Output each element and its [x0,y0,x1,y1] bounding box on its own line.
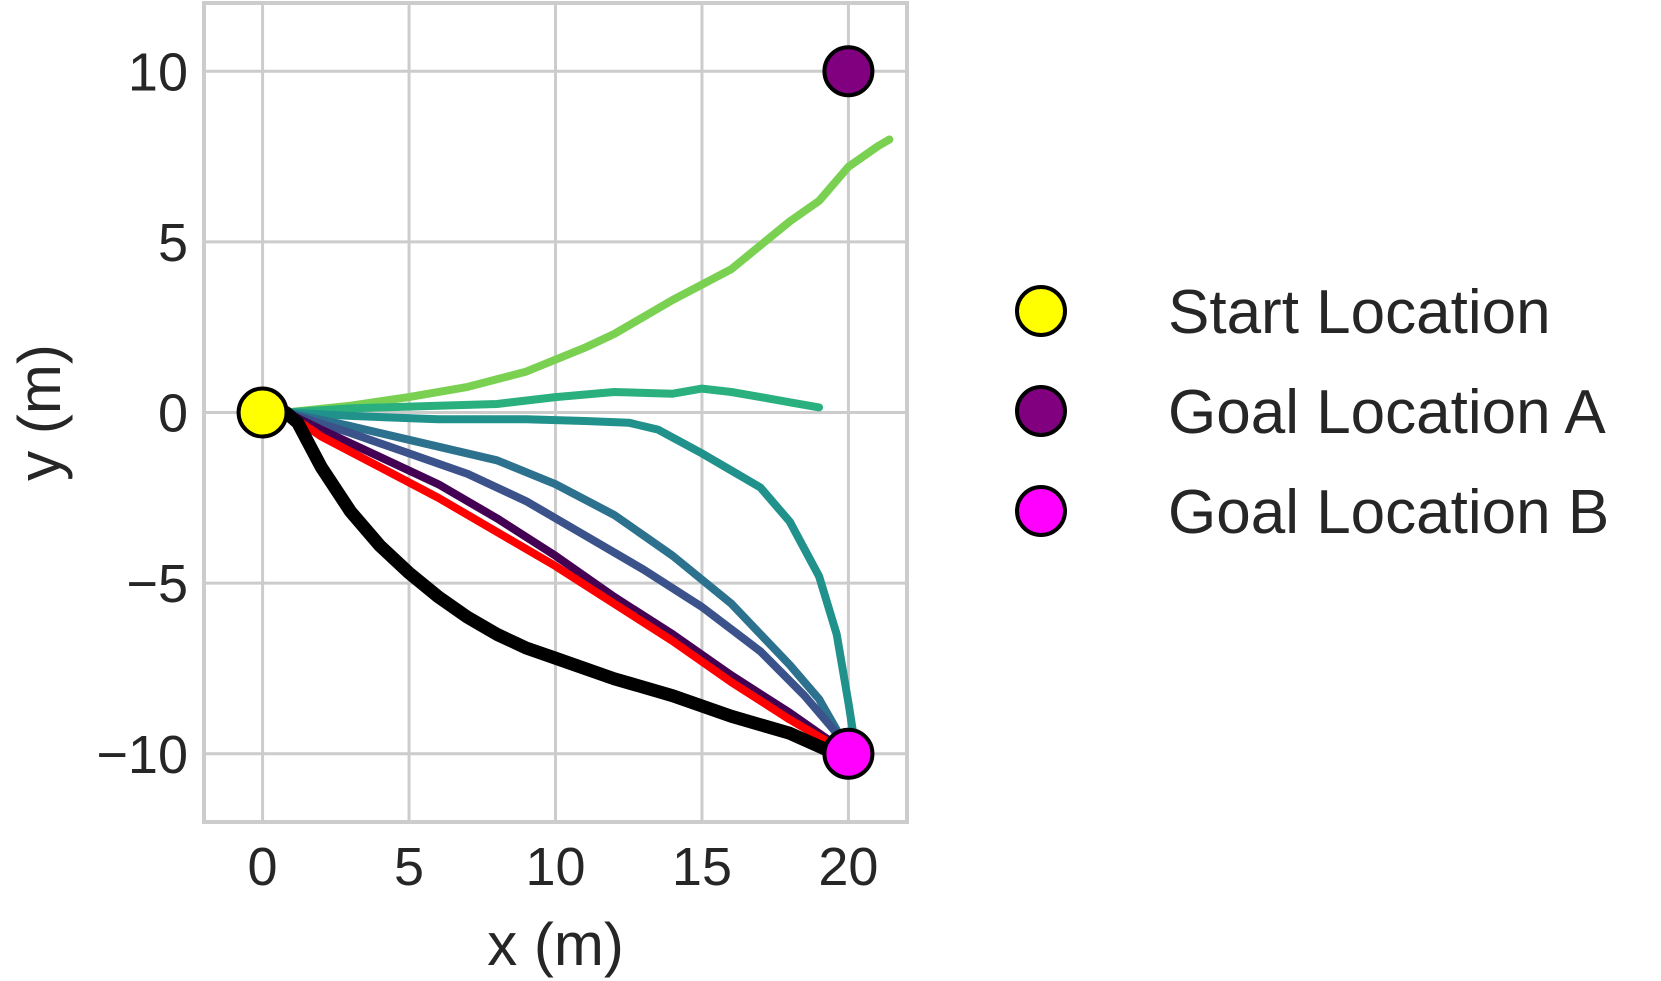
y-tick-label: 0 [158,384,188,444]
tick-labels: 0 5 10 15 20 −10 −5 0 5 10 [96,42,878,897]
x-tick-label: 10 [525,837,585,897]
legend-marker [1015,385,1067,437]
location-marker [822,727,875,780]
x-axis-label: x (m) [487,911,624,978]
x-tick-label: 20 [818,837,878,897]
trajectory-line [282,384,824,417]
x-tick-label: 0 [248,837,278,897]
legend-label: Start Location [1168,278,1551,347]
y-tick-label: 5 [158,213,188,273]
trajectory-line [282,408,859,745]
y-tick-label: −5 [126,554,188,614]
plot-frame [202,1,909,824]
trajectory-line [256,406,835,757]
y-axis-label: y (m) [6,344,73,481]
legend-label: Goal Location A [1168,378,1606,447]
x-tick-label: 5 [394,837,424,897]
location-markers [236,45,875,780]
location-marker [236,386,289,439]
y-tick-label: −10 [96,725,188,785]
legend-marker [1015,285,1067,337]
trajectory-line [282,408,853,755]
y-tick-label: 10 [128,42,188,102]
location-marker [822,45,875,98]
trajectory-line [282,408,853,758]
grid [204,3,907,822]
legend-marker [1015,485,1067,537]
legend: Start Location Goal Location A Goal Locati… [1015,278,1609,547]
x-tick-label: 15 [672,837,732,897]
trajectory-line [282,135,894,417]
trajectory-line [282,408,853,758]
trajectories [256,135,894,758]
trajectory-line [282,408,853,755]
legend-label: Goal Location B [1168,478,1609,547]
